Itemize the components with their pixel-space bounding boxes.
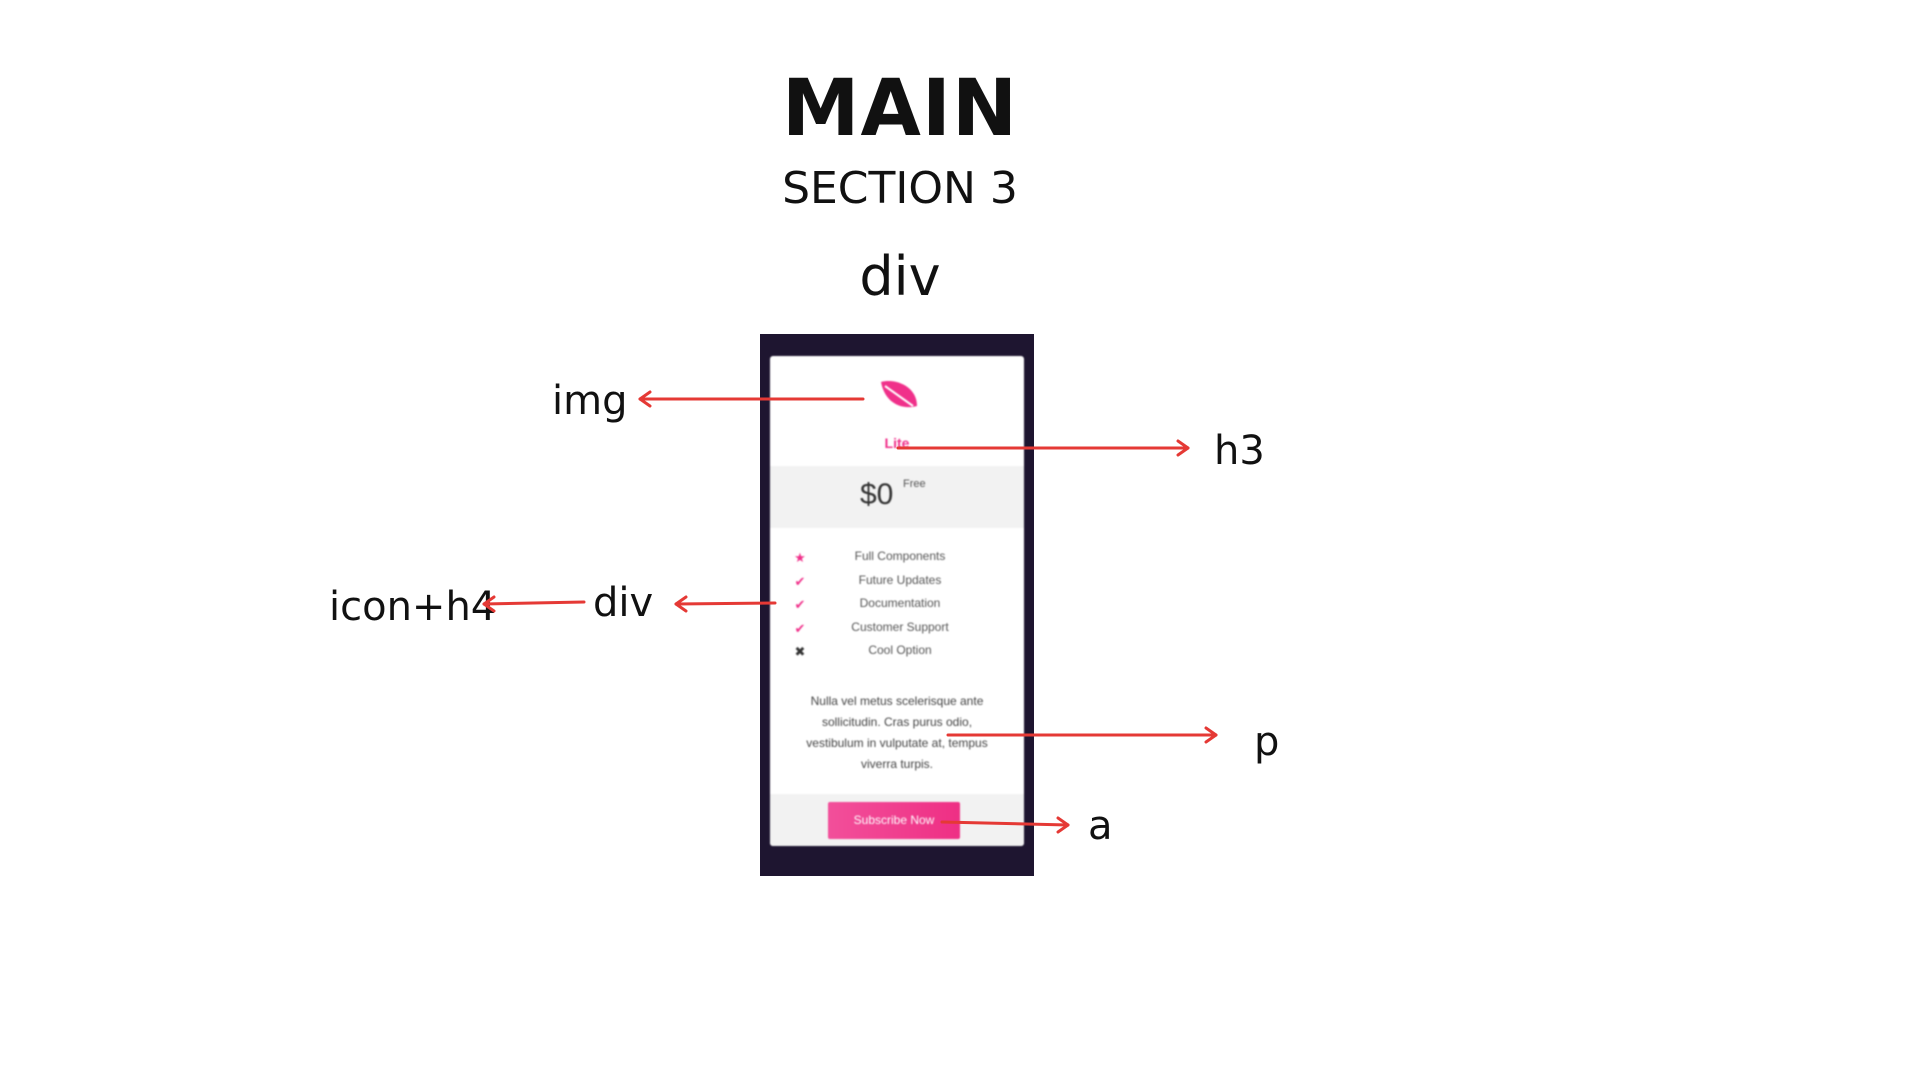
container-label: div <box>859 245 941 308</box>
feature-item: ★ Full Components <box>770 548 1024 572</box>
plan-name: Lite <box>884 435 910 451</box>
feature-list: ★ Full Components ✔ Future Updates ✔ Doc… <box>770 548 1024 666</box>
label-div: div <box>593 580 654 626</box>
card-container: Lite $0 Free ★ Full Components ✔ Future … <box>760 334 1034 876</box>
cross-icon: ✖ <box>794 644 806 659</box>
arrow-h3-head <box>1176 439 1190 457</box>
label-icon-h4: icon+h4 <box>329 584 497 630</box>
label-img: img <box>552 378 628 424</box>
feature-item: ✔ Future Updates <box>770 572 1024 596</box>
subscribe-button[interactable]: Subscribe Now <box>828 802 960 839</box>
check-icon: ✔ <box>794 597 806 612</box>
leaf-icon <box>881 381 917 408</box>
feature-label: Customer Support <box>851 619 949 634</box>
pricing-card: Lite $0 Free ★ Full Components ✔ Future … <box>770 356 1024 846</box>
arrow-a-head <box>1056 816 1070 834</box>
arrow-icon-h4 <box>482 600 586 606</box>
check-icon: ✔ <box>794 620 806 636</box>
feature-label: Future Updates <box>858 572 942 587</box>
plan-description: Nulla vel metus scelerisque ante sollici… <box>806 694 988 771</box>
arrow-img-head <box>638 390 652 408</box>
star-icon: ★ <box>794 550 806 565</box>
section-title: SECTION 3 <box>782 163 1018 214</box>
price-note: Free <box>903 478 926 490</box>
arrow-p-head <box>1204 726 1218 744</box>
label-h3: h3 <box>1214 428 1265 474</box>
label-a: a <box>1088 803 1113 849</box>
feature-label: Documentation <box>859 596 941 610</box>
feature-item: ✖ Cool Option <box>770 642 1024 666</box>
feature-label: Full Components <box>854 549 946 563</box>
button-band: Subscribe Now <box>770 794 1024 846</box>
main-title: MAIN <box>781 64 1019 154</box>
price-value: $0 <box>860 478 894 511</box>
feature-item: ✔ Documentation <box>770 595 1024 619</box>
feature-item: ✔ Customer Support <box>770 619 1024 643</box>
check-icon: ✔ <box>794 573 806 589</box>
arrow-div-head <box>674 595 688 613</box>
price-band: $0 Free <box>770 466 1024 528</box>
label-p: p <box>1254 719 1280 765</box>
feature-label: Cool Option <box>868 643 932 657</box>
